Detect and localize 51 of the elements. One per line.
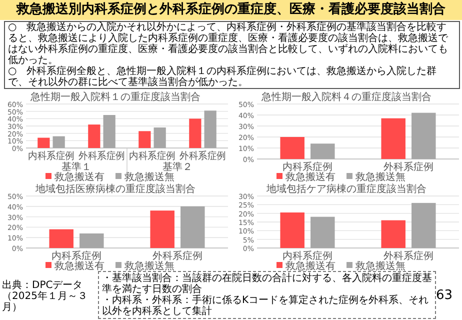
bar xyxy=(80,233,104,248)
bar xyxy=(88,124,100,148)
x-tick-label: 外科系症例 xyxy=(384,161,434,173)
legend-label: 救急搬送無 xyxy=(354,171,406,183)
bar xyxy=(310,144,335,159)
bar xyxy=(412,202,436,248)
text: ・内科系・外科系：手術に係るKコードを算定された症例を外科系、それ以外を内科系として集計 xyxy=(102,295,430,317)
bar xyxy=(52,136,65,148)
x-tick-label: 内科系症例 xyxy=(52,250,102,262)
x-tick-label: 外科系症例 xyxy=(384,250,434,262)
bar xyxy=(280,212,304,248)
legend-label: 救急搬送無 xyxy=(124,260,174,272)
bar xyxy=(381,220,406,248)
text: ○ 救急搬送からの入院かそれ以外かによって、内科系症例・外科系症例の基準該当割合を比較すると、救急搬送により入院した内科系症例の重症度、医療・看護必要度の該当割合は、救急搬送ではない外科系症例の重症度、医療・看護必要度の該当割合と比較して、いずれの入院料においても低かった。 xyxy=(8,22,449,66)
x-tick-label: 外科系症例 xyxy=(180,150,230,162)
legend-label: 救急搬送有 xyxy=(54,171,104,183)
legend-label: 救急搬送有 xyxy=(54,260,104,272)
x-tick-label: 外科系症例 xyxy=(78,150,128,162)
bar xyxy=(204,110,216,148)
x-tick-label: 内科系症例 xyxy=(282,161,332,173)
text: 63 xyxy=(436,288,453,303)
bar xyxy=(412,112,436,159)
bar xyxy=(280,137,304,159)
source-note: 出典：DPCデータ（2025年１月～３月） xyxy=(2,280,88,313)
x-tick-label: 内科系症例 xyxy=(282,250,332,262)
bar xyxy=(154,127,166,148)
chart-title: 地域包括医療病棟の重症度該当割合 xyxy=(34,183,196,195)
text: ○ 外科系症例全般と、急性期一般入院料１の内科系症例においては、救急搬送から入院した群で、それ以外の群に比べて基準該当割合が低かった。 xyxy=(8,66,438,88)
x-tick-label: 内科系症例 xyxy=(28,150,78,162)
text: 基準２ xyxy=(162,161,192,173)
chart-title: 急性期一般入院料４の重症度該当割合 xyxy=(260,91,432,103)
text: ・基準該当割合：当該群の在院日数の合計に対する、各入院料の重症度基準を満たす日数の割合 xyxy=(102,273,432,295)
x-tick-label: 外科系症例 xyxy=(152,250,202,262)
legend-label: 救急搬送無 xyxy=(124,171,174,183)
bar xyxy=(150,210,174,248)
text: 救急搬送別内科系症例と外科系症例の重症度、医療・看護必要度該当割合 xyxy=(0,0,462,20)
legend-label: 救急搬送有 xyxy=(284,260,336,272)
legend-label: 救急搬送無 xyxy=(354,260,406,272)
bar xyxy=(189,118,202,148)
bar xyxy=(38,138,50,148)
bar xyxy=(381,118,406,159)
bar xyxy=(49,229,74,248)
text: 基準１ xyxy=(62,161,92,173)
bar xyxy=(180,206,205,248)
bar xyxy=(103,115,116,148)
bar xyxy=(310,216,335,248)
legend-label: 救急搬送有 xyxy=(284,171,336,183)
chart-title: 急性期一般入院料１の重症度該当割合 xyxy=(30,91,200,103)
bar xyxy=(138,131,151,148)
x-tick-label: 内科系症例 xyxy=(129,150,179,162)
chart-title: 地域包括ケア病棟の重症度該当割合 xyxy=(266,183,426,195)
